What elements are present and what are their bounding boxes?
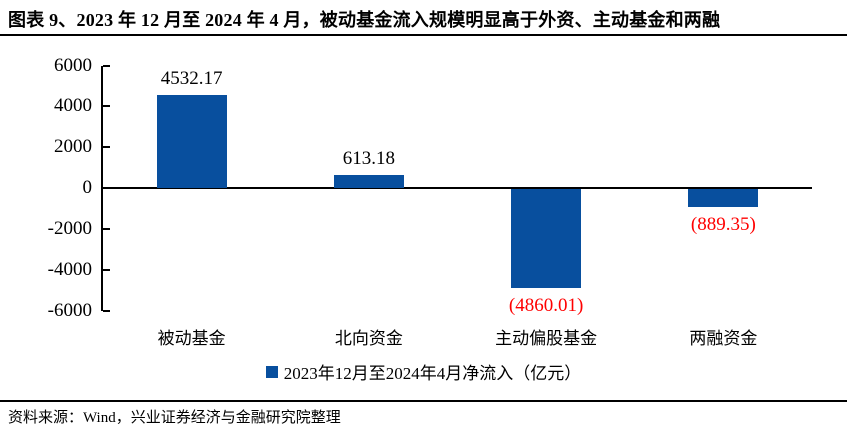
bar <box>688 189 759 208</box>
x-axis-category-label: 北向资金 <box>334 329 403 348</box>
y-axis-tick-label: 0 <box>82 177 93 198</box>
y-axis-tick-label: -4000 <box>47 258 92 280</box>
x-axis-zero-line <box>103 187 812 189</box>
x-axis-category-label: 两融资金 <box>689 329 758 348</box>
y-axis-tick-label: -2000 <box>47 217 92 239</box>
bar <box>333 175 404 188</box>
y-axis-tick-label: 6000 <box>54 54 92 76</box>
bar-value-label: (889.35) <box>690 214 756 236</box>
bar <box>511 189 582 289</box>
chart-legend: 2023年12月至2024年4月净流入（亿元） <box>0 359 847 384</box>
x-axis-category-label: 被动基金 <box>157 329 226 348</box>
bar-value-label: 4532.17 <box>160 68 223 90</box>
y-axis-tick <box>103 105 110 108</box>
x-axis-category-label: 主动偏股基金 <box>495 329 598 348</box>
y-axis-line <box>101 66 103 311</box>
title-divider <box>0 34 847 36</box>
legend-label: 2023年12月至2024年4月净流入（亿元） <box>283 364 582 383</box>
source-divider <box>0 400 847 402</box>
y-axis-tick-label: 2000 <box>54 136 92 158</box>
bar <box>156 95 227 188</box>
figure-title: 图表 9、2023 年 12 月至 2024 年 4 月，被动基金流入规模明显高… <box>8 10 721 30</box>
bar-value-label: (4860.01) <box>508 295 584 317</box>
y-axis-tick-label: 4000 <box>54 95 92 117</box>
y-axis-tick <box>103 64 110 67</box>
y-axis-tick <box>103 146 110 149</box>
bar-value-label: 613.18 <box>342 148 395 170</box>
y-axis-tick <box>103 268 110 271</box>
source-note: 资料来源：Wind，兴业证券经济与金融研究院整理 <box>8 410 341 426</box>
y-axis-tick <box>103 227 110 230</box>
y-axis-tick <box>103 309 110 312</box>
y-axis-tick-label: -6000 <box>47 299 92 321</box>
legend-swatch-icon <box>265 365 278 378</box>
